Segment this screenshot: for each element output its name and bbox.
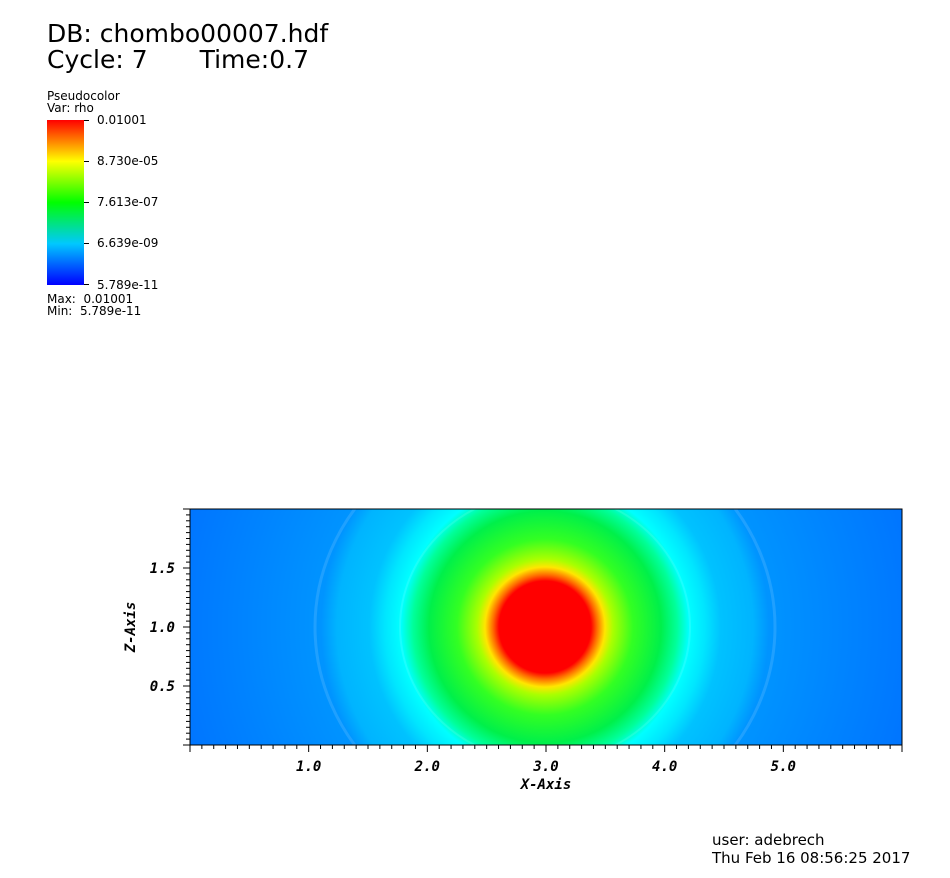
x-axis-tick-labels: 1.0 2.0 3.0 4.0 5.0 (296, 759, 796, 775)
legend-plot-type: Pseudocolor (47, 89, 120, 103)
y-tick-label: 0.5 (150, 679, 175, 695)
shock-front-outer (313, 509, 777, 745)
legend-tick-mark (84, 243, 89, 244)
legend-tick-label: 0.01001 (97, 113, 147, 127)
legend-tick-label: 7.613e-07 (97, 195, 159, 209)
y-axis-label: Z-Axis (123, 602, 139, 654)
legend-min-label: Min: 5.789e-11 (47, 304, 142, 318)
legend-tick-mark (84, 161, 89, 162)
y-axis-tick-labels: 0.5 1.0 1.5 (150, 561, 175, 695)
footer-user: user: adebrech (712, 831, 825, 849)
legend-tick-label: 8.730e-05 (97, 154, 159, 168)
legend-tick-mark (84, 120, 89, 121)
y-tick-label: 1.5 (150, 561, 175, 577)
cycle-time-line: Cycle: 7 Time:0.7 (47, 47, 309, 73)
legend-max-label: Max: 0.01001 (47, 292, 134, 306)
cycle-label: Cycle: 7 (47, 45, 148, 74)
database-title: DB: chombo00007.hdf (47, 19, 329, 48)
legend-tick-label: 5.789e-11 (97, 278, 159, 292)
y-tick-label: 1.0 (150, 620, 175, 636)
legend-tick-mark (84, 202, 89, 203)
footer-date: Thu Feb 16 08:56:25 2017 (712, 849, 911, 867)
x-tick-label: 4.0 (652, 759, 677, 775)
x-tick-label: 1.0 (296, 759, 321, 775)
y-axis-ticks (183, 508, 190, 746)
x-axis-ticks (189, 745, 903, 752)
shock-front-inner (399, 509, 691, 745)
legend-tick-mark (84, 284, 89, 285)
x-axis-label: X-Axis (520, 777, 572, 793)
legend-variable: Var: rho (47, 101, 94, 115)
density-field (190, 509, 902, 745)
color-legend-bar (47, 120, 84, 285)
x-tick-label: 3.0 (532, 759, 558, 775)
x-tick-label: 2.0 (414, 759, 440, 775)
x-tick-label: 5.0 (771, 759, 796, 775)
legend-tick-label: 6.639e-09 (97, 236, 159, 250)
time-label: Time:0.7 (199, 45, 309, 74)
